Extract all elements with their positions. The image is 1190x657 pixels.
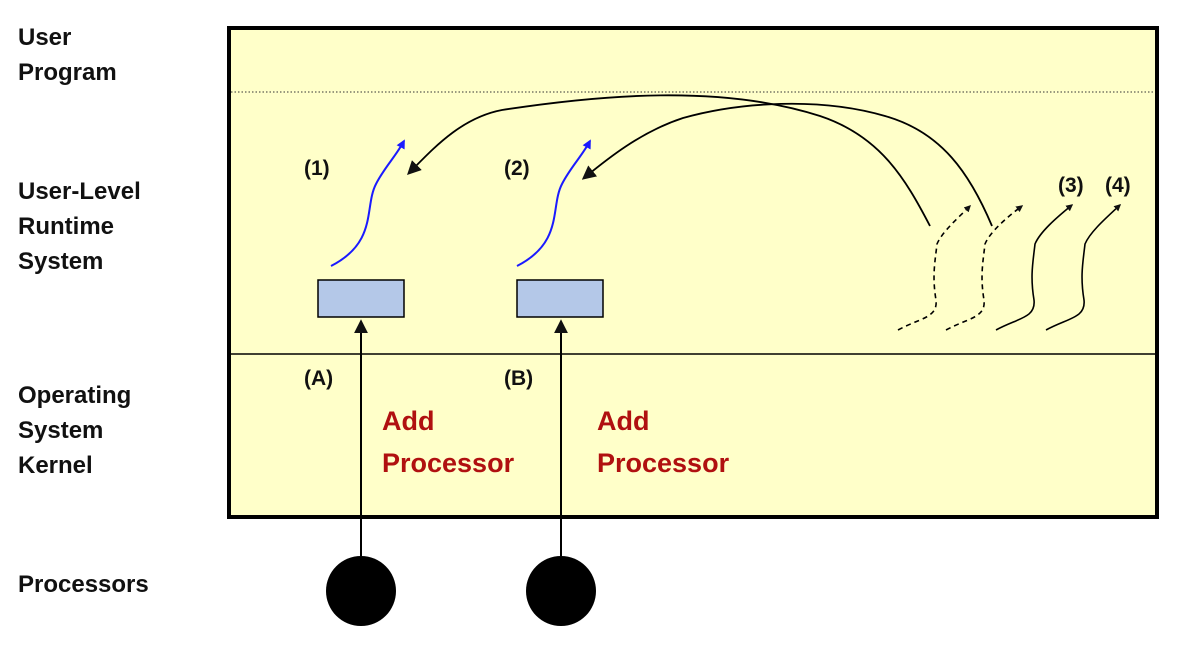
activation-context-box-a xyxy=(317,279,405,318)
activation-context-box-b xyxy=(516,279,604,318)
os-kernel-label: Operating System Kernel xyxy=(18,382,132,479)
kernel-msg-b-line1: Add xyxy=(597,406,649,436)
ready-thread-dashed-2 xyxy=(945,205,1024,331)
schedule-arc-to-thread-2 xyxy=(581,102,993,227)
thread-label-1: (1) xyxy=(304,157,330,180)
running-thread-1 xyxy=(330,139,405,267)
thread-label-3: (3) xyxy=(1058,174,1084,197)
running-thread-2 xyxy=(516,139,591,267)
kernel-msg-b-line2: Processor xyxy=(597,448,730,478)
activation-label-a: (A) xyxy=(304,367,333,390)
schedule-arc-to-thread-1 xyxy=(407,94,931,227)
runtime-system-label: User-Level Runtime System xyxy=(18,178,141,275)
kernel-msg-a-line1: Add xyxy=(382,406,434,436)
processors-label: Processors xyxy=(18,571,149,598)
processor-a xyxy=(326,556,396,626)
ready-thread-3 xyxy=(995,204,1074,331)
ready-thread-dashed-1 xyxy=(897,205,971,331)
ready-thread-4 xyxy=(1045,204,1122,331)
thread-label-4: (4) xyxy=(1105,174,1131,197)
kernel-msg-a-line2: Processor xyxy=(382,448,515,478)
activation-label-b: (B) xyxy=(504,367,533,390)
user-program-label: User Program xyxy=(18,24,117,86)
address-space-box xyxy=(227,26,1159,519)
processor-b xyxy=(526,556,596,626)
thread-label-2: (2) xyxy=(504,157,530,180)
